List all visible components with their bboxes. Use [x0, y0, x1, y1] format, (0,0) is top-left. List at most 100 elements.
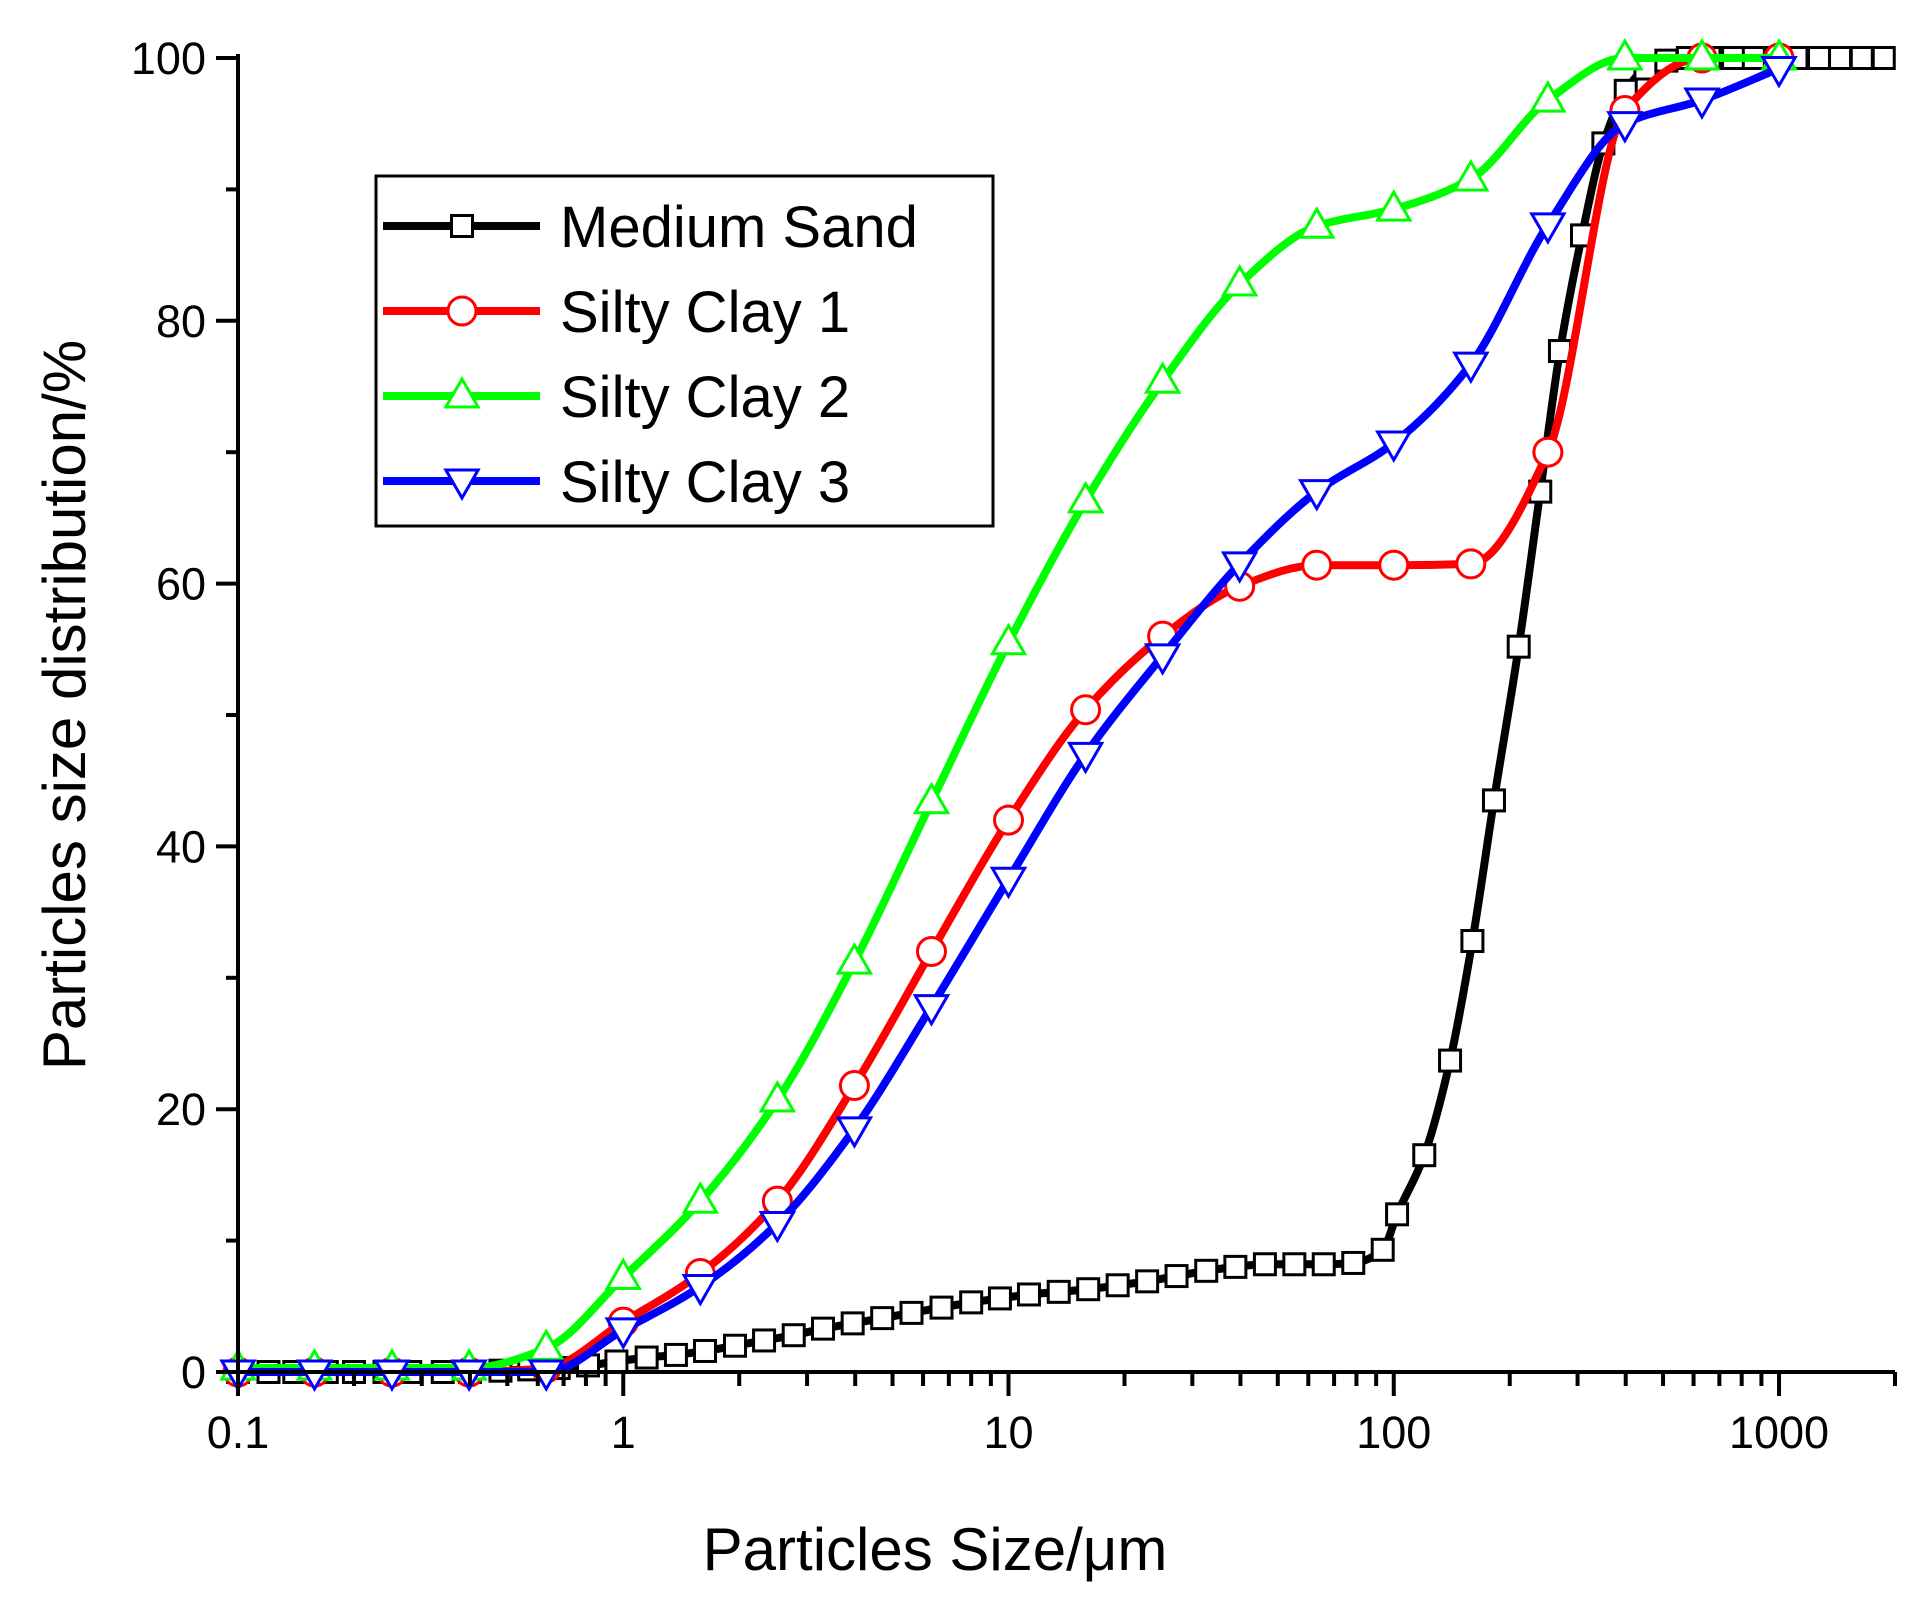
x-tick-label: 0.1 [207, 1407, 270, 1458]
x-tick-label: 1 [611, 1407, 636, 1458]
data-point [758, 1079, 797, 1113]
legend-items: Medium Sand Silty Clay 1 Silty Clay 2 Silty… [383, 195, 918, 515]
data-point [1529, 212, 1567, 245]
data-point [1606, 37, 1644, 71]
data-point [1455, 548, 1487, 580]
data-point [1452, 158, 1490, 192]
data-point [1252, 1252, 1277, 1277]
data-point [1760, 55, 1798, 89]
data-point [912, 994, 951, 1027]
data-point [1046, 1279, 1071, 1304]
data-point [1143, 361, 1182, 394]
legend-box [374, 174, 995, 528]
data-point [295, 1359, 334, 1393]
data-point [1066, 480, 1105, 514]
data-point [1016, 1282, 1041, 1307]
legend-label: Medium Sand [560, 195, 918, 260]
y-tick-label: 40 [156, 821, 206, 872]
data-point [929, 1295, 954, 1320]
data-point [1385, 1202, 1410, 1227]
data-point [752, 1328, 777, 1353]
data-point [663, 1342, 688, 1367]
data-point [1828, 46, 1853, 70]
data-point [722, 1333, 747, 1358]
data-point [1370, 1237, 1395, 1262]
data-point [912, 781, 951, 815]
legend-item: Silty Clay 3 [383, 450, 850, 515]
data-point [681, 1181, 720, 1214]
data-point [1143, 643, 1182, 676]
data-point [1105, 1273, 1130, 1298]
legend-marker [443, 375, 481, 409]
data-point [1438, 1048, 1463, 1073]
data-point [634, 1345, 659, 1370]
legend-label: Silty Clay 1 [560, 280, 850, 345]
data-point [993, 804, 1025, 836]
data-point [840, 1311, 865, 1336]
data-point [1311, 1252, 1336, 1277]
y-tick-label: 60 [156, 559, 206, 610]
data-point [838, 1070, 870, 1102]
data-point [604, 1257, 643, 1290]
data-point [373, 1359, 411, 1393]
data-point [835, 942, 874, 975]
data-point [1070, 694, 1102, 726]
data-point [987, 1286, 1012, 1311]
data-point [989, 622, 1028, 656]
data-point [1412, 1143, 1437, 1168]
data-point [681, 1274, 720, 1307]
data-point [835, 1116, 874, 1149]
data-point [1297, 479, 1336, 512]
y-tick-label: 80 [156, 296, 206, 347]
data-point [527, 1328, 565, 1361]
data-point [1066, 741, 1105, 775]
x-tick-label: 100 [1356, 1407, 1431, 1458]
data-point [1683, 37, 1721, 71]
data-point [1460, 929, 1485, 954]
data-point [1529, 80, 1567, 113]
legend-item: Silty Clay 2 [383, 365, 850, 430]
y-tick-label: 20 [156, 1084, 206, 1135]
data-point [1076, 1277, 1101, 1302]
data-point [1606, 111, 1644, 144]
y-axis-title: Particles size distribution/% [31, 340, 98, 1070]
data-point [1849, 46, 1874, 70]
data-point [1282, 1252, 1307, 1277]
data-point [1506, 634, 1531, 659]
legend-item: Medium Sand [383, 195, 918, 260]
legend-label: Silty Clay 2 [560, 365, 850, 430]
data-point [811, 1316, 836, 1341]
data-point [1871, 46, 1896, 70]
data-point [1375, 189, 1413, 222]
ticks-layer: 0 20 40 60 80 100 0.1 1 10 100 1000 [131, 33, 1897, 1458]
data-point [1223, 1254, 1248, 1279]
data-point [1220, 551, 1259, 584]
data-point [604, 1317, 643, 1350]
legend-label: Silty Clay 3 [560, 450, 850, 515]
data-point [959, 1290, 984, 1315]
legend-marker [446, 295, 478, 327]
data-point [781, 1323, 806, 1348]
series-layer [219, 37, 1896, 1393]
data-point [989, 866, 1028, 900]
data-point [604, 1349, 629, 1374]
data-point [899, 1300, 924, 1325]
data-point [870, 1306, 895, 1331]
data-point [1135, 1269, 1160, 1294]
data-point [1194, 1258, 1219, 1283]
legend-marker [443, 468, 481, 502]
data-point [1341, 1250, 1366, 1275]
data-point [1375, 430, 1413, 464]
data-point [1164, 1264, 1189, 1289]
data-point [1481, 788, 1506, 813]
x-tick-label: 10 [983, 1407, 1033, 1458]
x-axis-title: Particles Size/μm [703, 1516, 1168, 1583]
data-point [1301, 549, 1333, 581]
data-point [1220, 264, 1259, 297]
legend-marker [450, 214, 474, 238]
data-point [1532, 436, 1564, 468]
data-point [1378, 549, 1410, 581]
data-point [1807, 46, 1832, 70]
